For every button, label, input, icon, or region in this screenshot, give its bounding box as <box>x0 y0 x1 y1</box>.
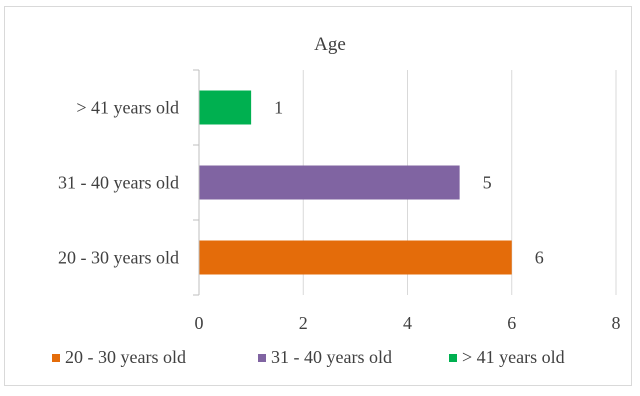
legend-swatch-0 <box>52 354 60 362</box>
bars <box>199 90 512 275</box>
data-labels: 6 5 1 <box>274 98 544 268</box>
legend-swatch-1 <box>258 354 266 362</box>
data-label-0: 6 <box>535 248 544 268</box>
category-label-1: 31 - 40 years old <box>58 173 179 193</box>
legend-label-0: 20 - 30 years old <box>65 347 186 367</box>
bar-1 <box>199 165 460 200</box>
tick-label-4: 4 <box>403 313 412 333</box>
value-tick-labels: 0 2 4 6 8 <box>195 313 621 333</box>
legend-label-1: 31 - 40 years old <box>271 347 392 367</box>
tick-label-6: 6 <box>507 313 516 333</box>
data-label-2: 1 <box>274 98 283 118</box>
tick-label-2: 2 <box>299 313 308 333</box>
category-label-2: > 41 years old <box>76 98 179 118</box>
legend: 20 - 30 years old 31 - 40 years old > 41 y… <box>52 347 565 367</box>
category-label-0: 20 - 30 years old <box>58 248 179 268</box>
bar-0 <box>199 240 512 275</box>
bar-2 <box>199 90 252 125</box>
legend-label-2: > 41 years old <box>462 347 565 367</box>
tick-label-8: 8 <box>612 313 621 333</box>
chart-title: Age <box>314 34 346 55</box>
category-labels: 20 - 30 years old 31 - 40 years old > 41 y… <box>58 98 179 268</box>
legend-swatch-2 <box>449 354 457 362</box>
category-axis <box>193 69 200 296</box>
tick-label-0: 0 <box>195 313 204 333</box>
data-label-1: 5 <box>483 173 492 193</box>
